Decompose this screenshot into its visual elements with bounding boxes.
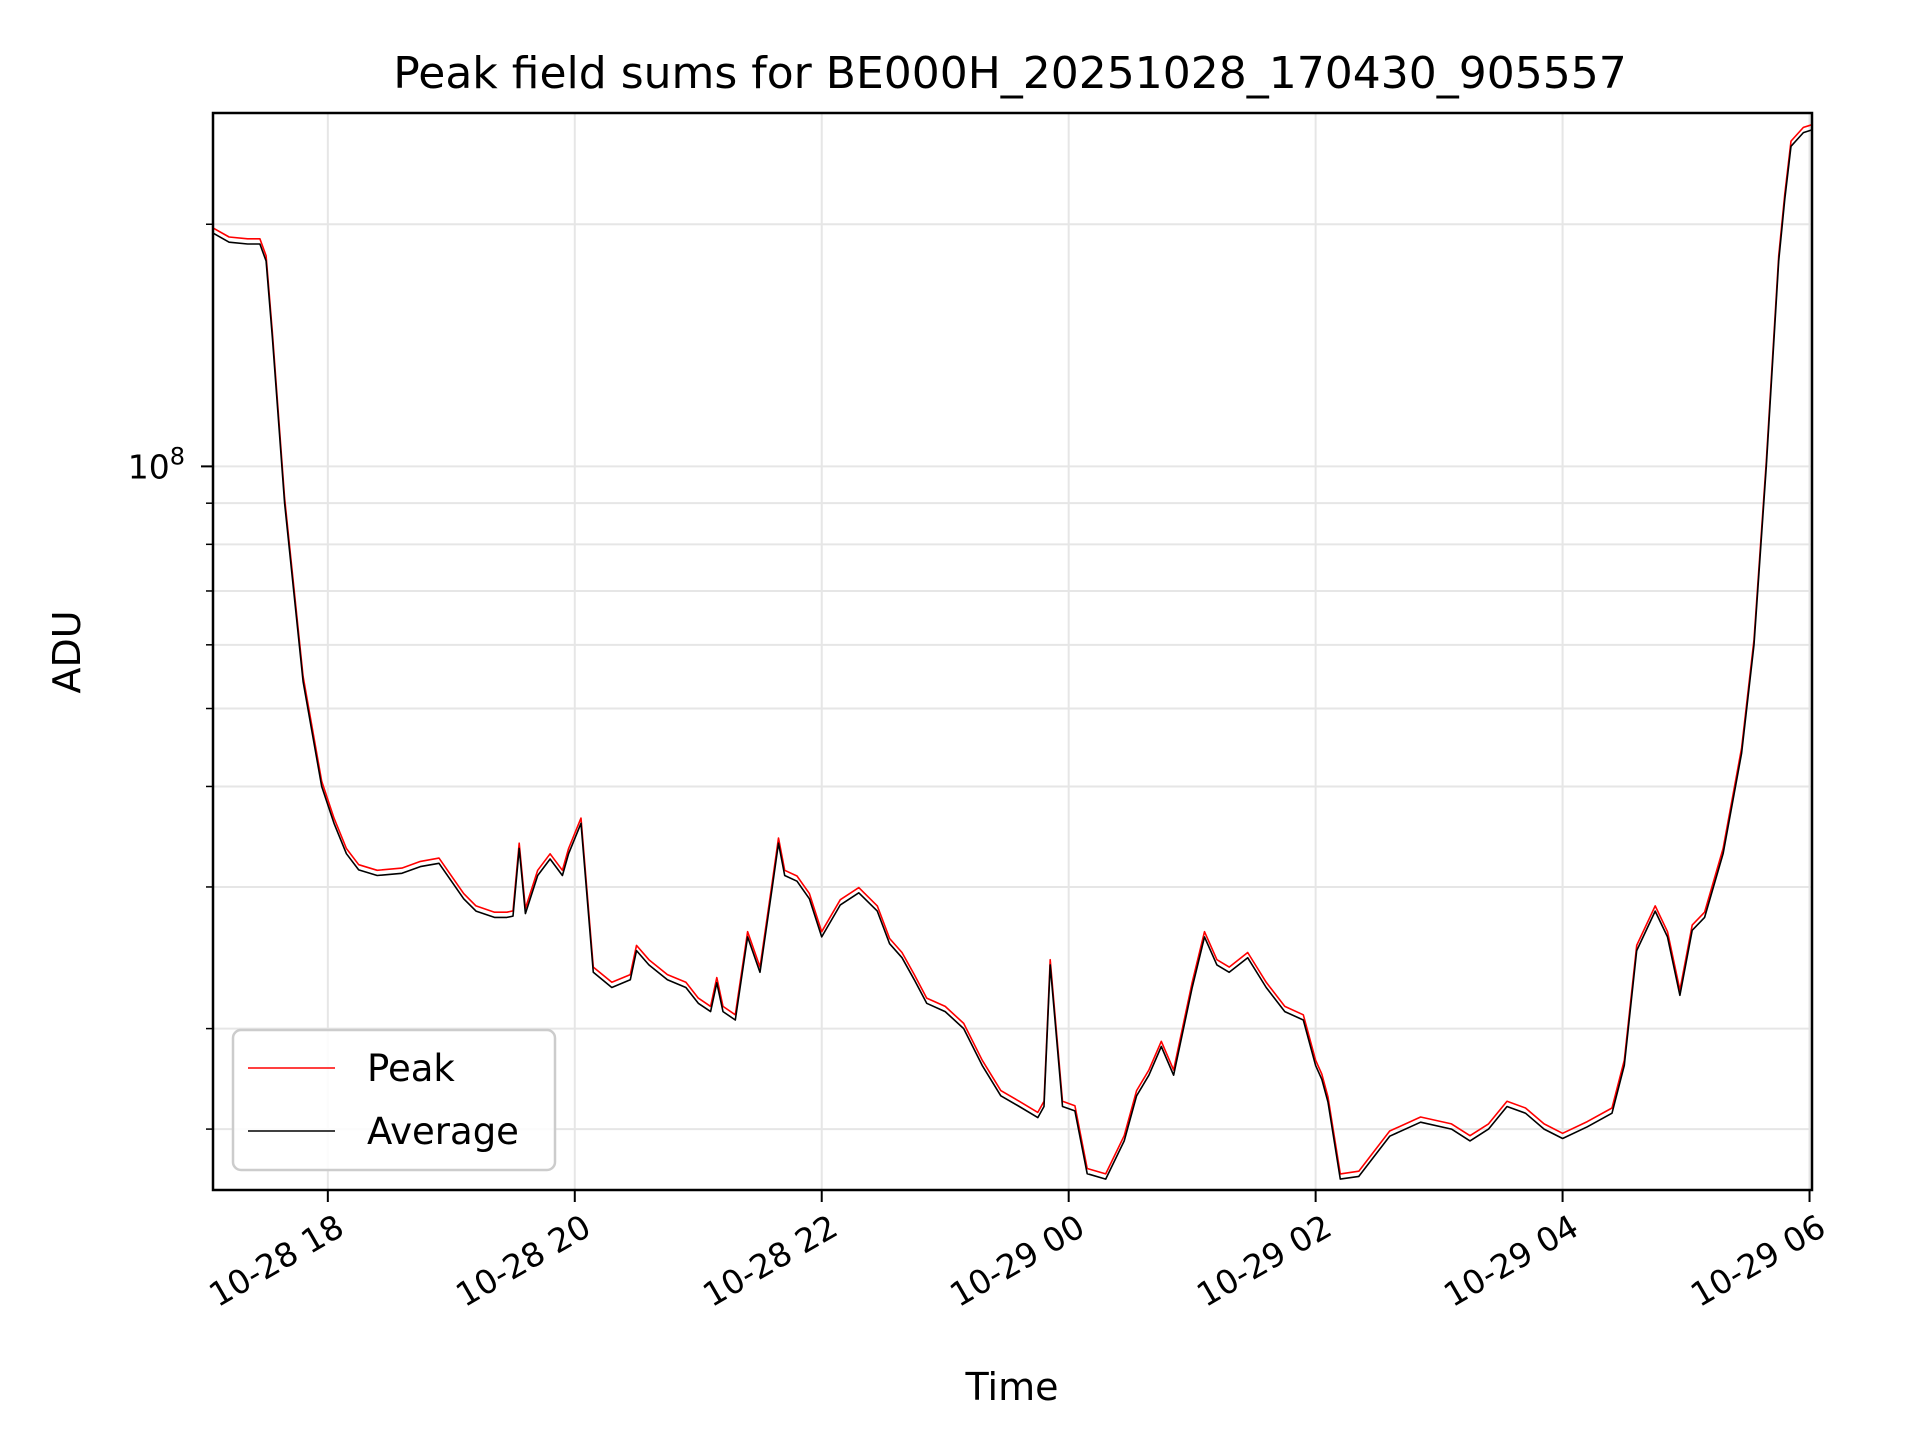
x-tick-label: 10-28 18 [202, 1207, 350, 1315]
legend-label-average: Average [367, 1110, 519, 1153]
series-line-average [212, 129, 1813, 1180]
x-tick-label: 10-29 02 [1190, 1207, 1338, 1315]
x-tick-label: 10-28 22 [696, 1207, 844, 1315]
legend-label-peak: Peak [367, 1047, 455, 1090]
legend: Peak Average [231, 1028, 557, 1172]
plot-lines [212, 123, 1813, 1180]
chart-title: Peak field sums for BE000H_20251028_1704… [393, 48, 1626, 99]
legend-box [231, 1028, 557, 1172]
x-tick-label: 10-28 20 [449, 1207, 597, 1315]
x-tick-label: 10-29 06 [1684, 1207, 1832, 1315]
y-tick-label: 108 [128, 442, 185, 486]
plot-frame [211, 111, 1814, 1192]
grid [213, 113, 1812, 1190]
x-axis-label: Time [965, 1365, 1059, 1409]
series-line-peak [212, 123, 1813, 1175]
y-axis-label: ADU [45, 610, 89, 693]
x-tick-label: 10-29 04 [1437, 1207, 1585, 1315]
x-tick-label: 10-29 00 [943, 1207, 1091, 1315]
